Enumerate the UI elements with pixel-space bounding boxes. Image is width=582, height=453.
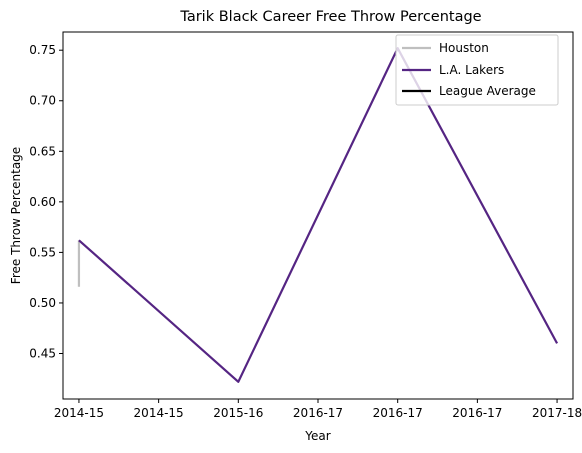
y-tick-label: 0.50	[29, 296, 56, 310]
y-tick-label: 0.70	[29, 94, 56, 108]
y-tick-label: 0.45	[29, 347, 56, 361]
x-tick-label: 2015-16	[213, 406, 263, 420]
legend-label-league-average: League Average	[439, 84, 536, 98]
chart-title: Tarik Black Career Free Throw Percentage	[179, 9, 481, 25]
y-axis-label: Free Throw Percentage	[9, 147, 23, 284]
y-tick-label: 0.60	[29, 195, 56, 209]
x-tick-label: 2016-17	[373, 406, 423, 420]
series-layer	[77, 47, 559, 383]
y-axis: 0.45 0.50 0.55 0.60 0.65 0.70 0.75	[29, 43, 63, 361]
legend-box	[395, 34, 559, 106]
series-line-l-a-lakers	[78, 47, 559, 383]
legend: Houston L.A. Lakers League Average	[395, 34, 559, 106]
y-tick-label: 0.75	[29, 43, 56, 57]
x-axis-label: Year	[304, 429, 330, 443]
x-tick-label: 2016-17	[293, 406, 343, 420]
y-tick-label: 0.65	[29, 144, 56, 158]
x-tick-label: 2017-18	[532, 406, 582, 420]
legend-label-lakers: L.A. Lakers	[439, 63, 504, 77]
x-tick-label: 2014-15	[54, 406, 104, 420]
x-axis: 2014-15 2014-15 2015-16 2016-17 2016-17 2016-…	[54, 399, 582, 420]
x-tick-label: 2016-17	[452, 406, 502, 420]
x-tick-label: 2014-15	[134, 406, 184, 420]
legend-label-houston: Houston	[439, 41, 489, 55]
y-tick-label: 0.55	[29, 245, 56, 259]
